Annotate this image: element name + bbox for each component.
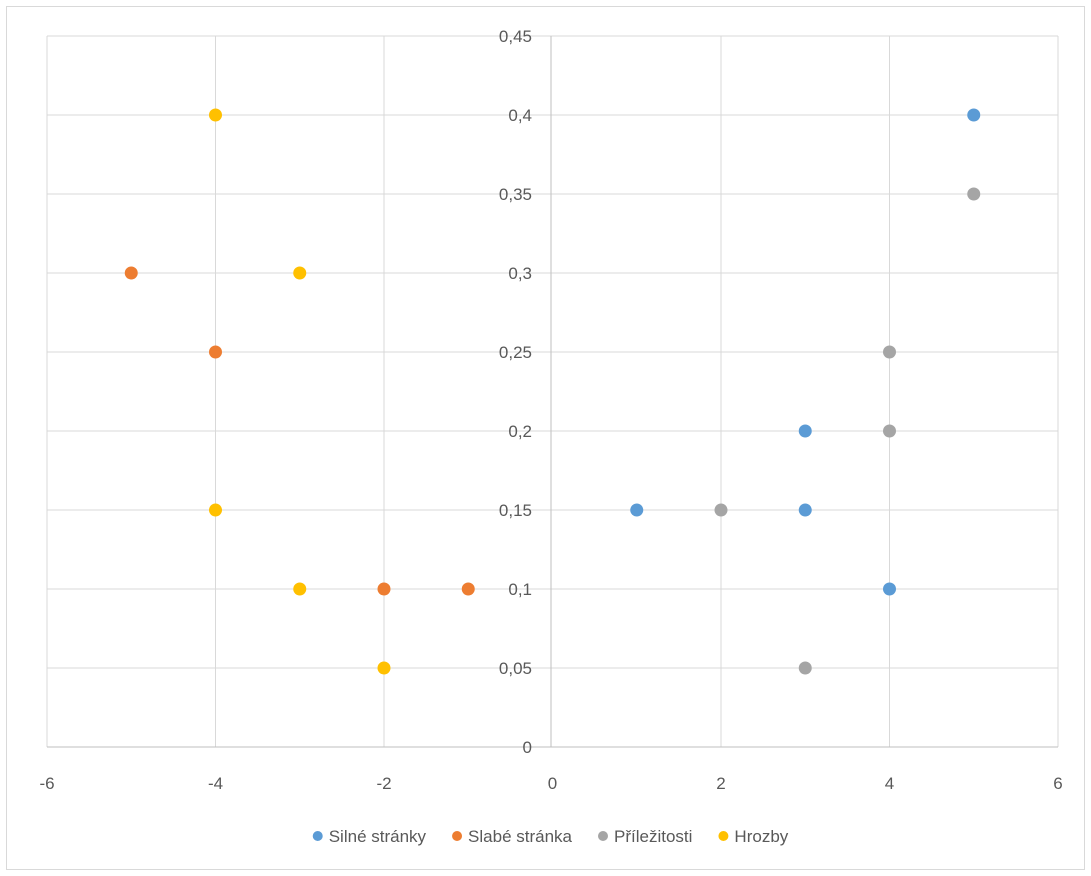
data-point <box>883 582 896 596</box>
data-point <box>883 345 896 359</box>
x-tick-label: -4 <box>208 774 223 793</box>
y-tick-label: 0,45 <box>499 27 532 46</box>
data-point <box>967 108 981 122</box>
legend-label: Slabé stránka <box>468 827 572 846</box>
data-point <box>714 503 728 517</box>
x-tick-label: 0 <box>548 774 557 793</box>
x-tick-label: 6 <box>1053 774 1062 793</box>
y-tick-label: 0,05 <box>499 659 532 678</box>
data-point <box>124 266 138 280</box>
x-tick-label: 4 <box>885 774 894 793</box>
y-tick-label: 0,35 <box>499 185 532 204</box>
x-tick-label: -6 <box>39 774 54 793</box>
x-tick-labels: -6 -4 -2 0 2 4 6 <box>39 774 1062 793</box>
data-point <box>883 424 896 438</box>
legend-item: Slabé stránka <box>452 827 573 846</box>
legend-marker <box>312 831 323 841</box>
data-points <box>124 108 981 675</box>
legend-label: Příležitosti <box>614 827 692 846</box>
legend-item: Hrozby <box>718 827 789 846</box>
data-point <box>461 582 475 596</box>
legend-label: Hrozby <box>734 827 788 846</box>
chart-frame <box>6 6 1085 870</box>
legend: Silné stránky Slabé stránka Příležitosti Hr… <box>312 827 789 846</box>
y-tick-label: 0,15 <box>499 501 532 520</box>
y-tick-label: 0,25 <box>499 343 532 362</box>
data-point <box>967 187 981 201</box>
data-point <box>377 582 391 596</box>
y-tick-label: 0,4 <box>508 106 532 125</box>
grid-lines <box>46 35 1059 747</box>
x-tick-label: -2 <box>376 774 391 793</box>
legend-label: Silné stránky <box>329 827 427 846</box>
data-point <box>293 582 307 596</box>
y-tick-labels: 0 0,05 0,1 0,15 0,2 0,25 0,3 0,35 0,4 0,45 <box>499 27 532 757</box>
axes <box>47 36 1058 748</box>
y-tick-label: 0 <box>523 738 532 757</box>
data-point <box>209 108 222 122</box>
data-point <box>293 266 307 280</box>
legend-marker <box>598 831 608 841</box>
data-point <box>377 661 391 675</box>
x-tick-label: 2 <box>716 774 725 793</box>
legend-item: Silné stránky <box>312 827 427 846</box>
data-point <box>798 503 812 517</box>
data-point <box>798 661 812 675</box>
y-tick-label: 0,2 <box>508 422 532 441</box>
data-point <box>209 503 222 517</box>
data-point <box>630 503 644 517</box>
legend-item: Příležitosti <box>598 827 692 846</box>
y-tick-label: 0,3 <box>508 264 532 283</box>
y-tick-label: 0,1 <box>508 580 532 599</box>
legend-marker <box>452 831 463 841</box>
data-point <box>209 345 222 359</box>
data-point <box>798 424 812 438</box>
legend-marker <box>718 831 729 841</box>
